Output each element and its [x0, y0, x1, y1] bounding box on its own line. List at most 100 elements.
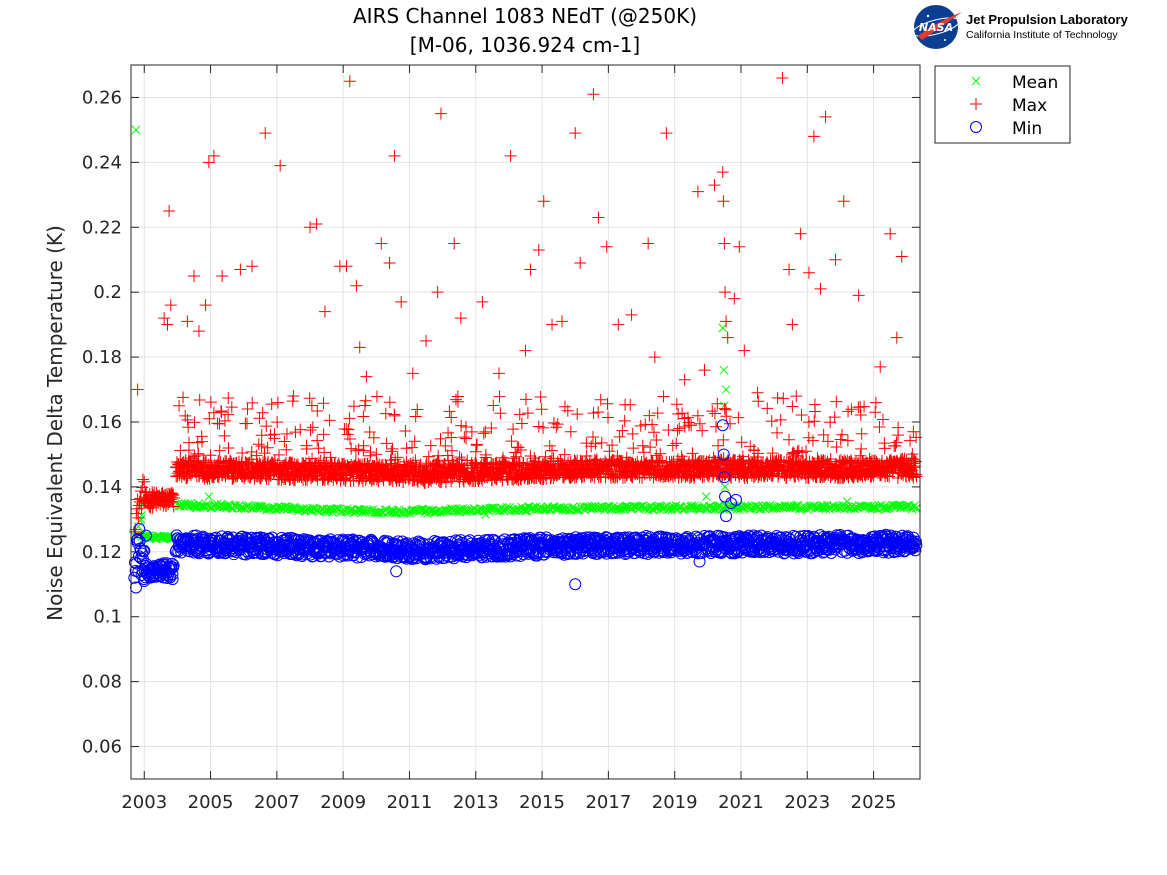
- marker-mean: [359, 505, 369, 515]
- marker-max: [788, 447, 801, 460]
- point-mean: [481, 510, 491, 519]
- point-mean: [620, 502, 630, 512]
- marker-max: [383, 396, 396, 409]
- point-min: [715, 539, 728, 552]
- point-mean: [255, 503, 265, 513]
- point-max: [794, 227, 807, 240]
- marker-max: [458, 431, 471, 444]
- y-tick-label: 0.16: [82, 412, 122, 433]
- marker-max: [311, 404, 324, 417]
- marker-max: [670, 398, 683, 411]
- marker-max: [521, 407, 534, 420]
- marker-max: [643, 409, 656, 422]
- legend-marker-mean: [971, 76, 981, 86]
- point-mean: [718, 323, 728, 333]
- point-max: [884, 227, 897, 240]
- y-tick-label: 0.26: [82, 87, 122, 108]
- series-max: [128, 71, 923, 538]
- marker-max: [721, 455, 734, 468]
- marker-min: [136, 547, 149, 560]
- marker-max: [876, 413, 889, 426]
- point-mean: [131, 125, 141, 135]
- marker-max: [357, 410, 370, 423]
- marker-max: [808, 398, 821, 411]
- marker-max: [213, 444, 226, 457]
- point-max: [783, 263, 796, 276]
- marker-max: [271, 396, 284, 409]
- marker-max: [696, 455, 709, 468]
- point-max: [698, 364, 711, 377]
- marker-max: [260, 420, 273, 433]
- marker-max: [830, 395, 843, 408]
- point-max: [612, 318, 625, 331]
- marker-max: [193, 394, 206, 407]
- point-max: [733, 240, 746, 253]
- marker-mean: [615, 504, 625, 514]
- y-tick-label: 0.24: [82, 152, 122, 173]
- marker-max: [460, 432, 473, 445]
- point-max: [343, 75, 356, 88]
- marker-min: [782, 531, 795, 544]
- point-min: [390, 565, 403, 578]
- point-mean: [222, 502, 232, 511]
- marker-max: [286, 395, 299, 408]
- x-tick-label: 2005: [188, 792, 234, 813]
- point-mean: [786, 502, 796, 511]
- marker-max: [445, 431, 458, 444]
- point-min: [280, 545, 293, 558]
- marker-mean: [255, 501, 264, 511]
- marker-max: [844, 454, 857, 467]
- point-mean: [912, 503, 922, 513]
- point-max: [738, 344, 751, 357]
- marker-max: [505, 435, 518, 448]
- marker-max: [626, 458, 639, 471]
- nasa-star-icon: [926, 14, 930, 18]
- marker-mean: [608, 505, 617, 514]
- point-max: [837, 195, 850, 208]
- marker-max: [509, 446, 522, 459]
- marker-max: [819, 455, 832, 468]
- marker-max: [606, 439, 619, 452]
- marker-max: [873, 420, 886, 433]
- point-min: [166, 568, 179, 581]
- marker-max: [255, 440, 268, 453]
- point-max: [353, 341, 366, 354]
- point-max: [776, 71, 789, 84]
- point-max: [259, 127, 272, 140]
- marker-max: [771, 426, 784, 439]
- marker-max: [745, 455, 758, 468]
- marker-max: [311, 434, 324, 447]
- marker-max: [870, 456, 883, 469]
- marker-max: [595, 436, 608, 449]
- marker-max: [647, 426, 660, 439]
- marker-max: [305, 399, 318, 412]
- point-mean: [151, 534, 161, 544]
- marker-max: [580, 437, 593, 450]
- marker-max: [280, 427, 293, 440]
- marker-mean: [515, 505, 525, 514]
- point-max: [719, 286, 732, 299]
- marker-max: [364, 449, 377, 462]
- x-tick-label: 2009: [320, 792, 366, 813]
- marker-max: [370, 457, 383, 470]
- marker-max: [683, 457, 696, 470]
- marker-max: [268, 454, 281, 467]
- marker-max: [626, 427, 639, 440]
- point-max: [163, 205, 176, 218]
- marker-max: [837, 457, 850, 470]
- legend-label-max: Max: [1012, 96, 1047, 116]
- point-max: [187, 269, 200, 282]
- marker-max: [185, 452, 198, 465]
- marker-max: [735, 436, 748, 449]
- marker-min: [907, 531, 920, 544]
- point-min: [569, 578, 582, 591]
- marker-max: [432, 455, 445, 468]
- point-max: [192, 325, 205, 338]
- marker-max: [271, 416, 284, 429]
- marker-max: [551, 418, 564, 431]
- y-tick-label: 0.14: [82, 477, 122, 498]
- marker-max: [783, 456, 796, 469]
- nasa-badge-text: NASA: [919, 21, 953, 34]
- marker-max: [329, 457, 342, 470]
- jpl-subtitle: California Institute of Technology: [966, 29, 1118, 41]
